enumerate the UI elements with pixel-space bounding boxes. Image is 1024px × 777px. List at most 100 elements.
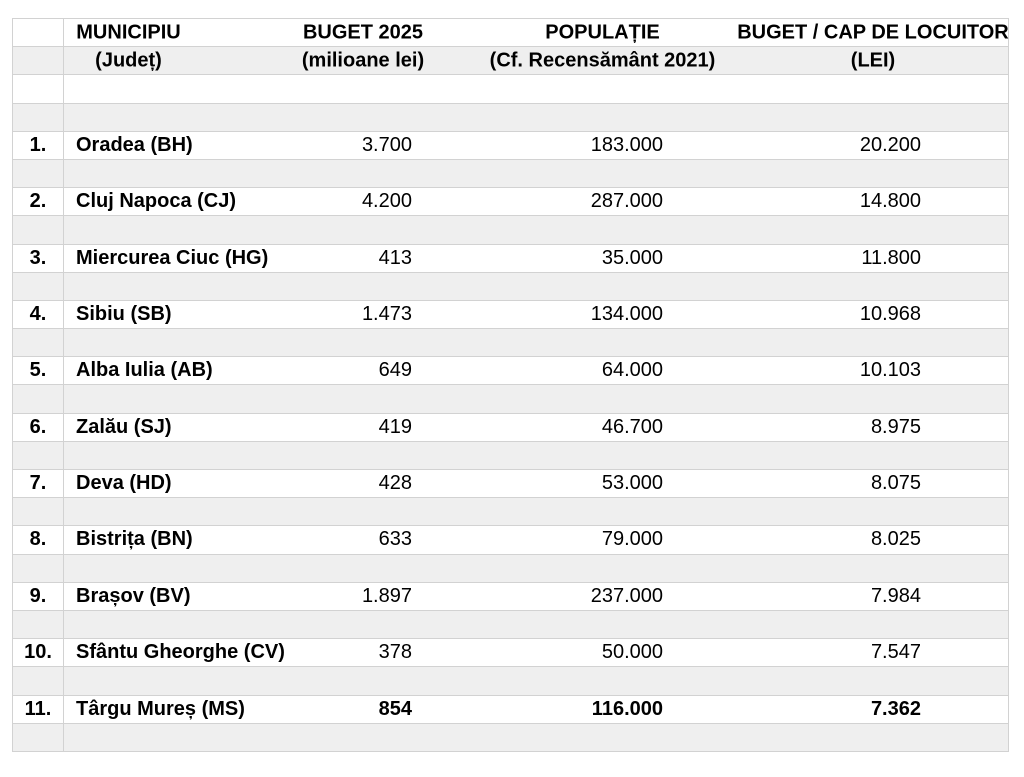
- table-row: 5. Alba Iulia (AB) 649 64.000 10.103: [13, 357, 1008, 386]
- cell-nr: 7.: [13, 470, 64, 498]
- column-subheader-lei: (LEI): [816, 47, 930, 74]
- cell-buget: 4.200: [361, 190, 412, 213]
- cell-per-capita: 7.362: [870, 697, 921, 720]
- cell-per-capita: 7.984: [870, 584, 921, 607]
- column-subheader-recensamant-label: (Cf. Recensământ 2021): [489, 49, 716, 72]
- cell-populatie: 116.000: [591, 697, 663, 720]
- separator-row: [13, 159, 1008, 189]
- table-row: 2. Cluj Napoca (CJ) 4.200 287.000 14.800: [13, 188, 1008, 217]
- table-header-row-1: MUNICIPIU BUGET 2025 POPULAȚIE BUGET / C…: [13, 19, 1009, 48]
- cell-municipiu: Sibiu (SB): [76, 302, 172, 325]
- cell-per-capita: 10.968: [859, 302, 921, 325]
- empty-cell: [13, 667, 64, 695]
- column-subheader-judet-label: (Județ): [95, 49, 162, 72]
- table-row: 6. Zalău (SJ) 419 46.700 8.975: [13, 413, 1008, 442]
- column-header-municipiu: MUNICIPIU: [64, 19, 193, 46]
- column-header-per-capita: BUGET / CAP DE LOCUITOR: [737, 19, 1009, 46]
- cell-nr: 8.: [13, 526, 64, 554]
- cell-nr: 11.: [13, 695, 64, 723]
- column-header-municipiu-label: MUNICIPIU: [76, 21, 181, 44]
- empty-cell: [13, 498, 64, 526]
- separator-row: [13, 329, 1008, 358]
- cell-per-capita: 8.075: [870, 472, 921, 495]
- cell-populatie: 79.000: [601, 528, 663, 551]
- cell-municipiu: Cluj Napoca (CJ): [76, 190, 237, 213]
- cell-populatie: 134.000: [590, 302, 663, 325]
- separator-row: [13, 272, 1008, 301]
- column-header-buget: BUGET 2025: [303, 19, 423, 46]
- cell-municipiu: Brașov (BV): [76, 584, 191, 607]
- cell-per-capita: 8.975: [870, 415, 921, 438]
- cell-municipiu: Bistrița (BN): [76, 528, 193, 551]
- separator-row: [13, 610, 1008, 640]
- separator-row: [13, 723, 1008, 752]
- empty-row: [13, 75, 1008, 104]
- separator-row: [13, 103, 1008, 132]
- empty-cell: [13, 610, 64, 639]
- cell-nr: 5.: [13, 357, 64, 385]
- cell-municipiu: Alba Iulia (AB): [76, 359, 213, 382]
- column-subheader-lei-label: (LEI): [850, 49, 896, 72]
- header-cell-nr: [13, 19, 64, 47]
- cell-nr: 9.: [13, 582, 64, 610]
- table-row: 3. Miercurea Ciuc (HG) 413 35.000 11.800: [13, 244, 1008, 273]
- cell-municipiu: Târgu Mureș (MS): [76, 697, 245, 720]
- empty-cell: [13, 103, 64, 131]
- cell-buget: 633: [378, 528, 412, 551]
- table-row: 8. Bistrița (BN) 633 79.000 8.025: [13, 526, 1008, 555]
- cell-buget: 649: [378, 359, 412, 382]
- column-subheader-milioane-lei: (milioane lei): [301, 47, 425, 74]
- cell-per-capita: 7.547: [870, 641, 921, 664]
- table-header-row-2: (Județ) (milioane lei) (Cf. Recensământ …: [13, 47, 1008, 76]
- empty-cell: [13, 329, 64, 357]
- separator-row: [13, 385, 1008, 414]
- empty-cell: [13, 441, 64, 469]
- cell-buget: 3.700: [361, 133, 412, 156]
- table-row: 10. Sfântu Gheorghe (CV) 378 50.000 7.54…: [13, 639, 1008, 668]
- cell-populatie: 35.000: [601, 246, 663, 269]
- cell-buget: 1.897: [361, 584, 412, 607]
- cell-per-capita: 20.200: [859, 133, 921, 156]
- cell-per-capita: 10.103: [859, 359, 921, 382]
- cell-per-capita: 14.800: [859, 190, 921, 213]
- cell-buget: 854: [378, 697, 412, 720]
- empty-cell: [13, 272, 64, 300]
- cell-populatie: 53.000: [601, 472, 663, 495]
- cell-municipiu: Sfântu Gheorghe (CV): [76, 641, 285, 664]
- cell-per-capita: 8.025: [870, 528, 921, 551]
- separator-row: [13, 554, 1008, 583]
- cell-buget: 419: [378, 415, 412, 438]
- cell-nr: 4.: [13, 300, 64, 329]
- empty-cell: [13, 159, 64, 188]
- column-header-populatie: POPULAȚIE: [533, 19, 672, 46]
- cell-nr: 3.: [13, 244, 64, 272]
- cell-nr: 2.: [13, 188, 64, 216]
- table-row: 7. Deva (HD) 428 53.000 8.075: [13, 470, 1008, 499]
- table-row: 11. Târgu Mureș (MS) 854 116.000 7.362: [13, 695, 1008, 724]
- cell-populatie: 237.000: [590, 584, 663, 607]
- empty-cell: [13, 216, 64, 244]
- budget-table: MUNICIPIU BUGET 2025 POPULAȚIE BUGET / C…: [12, 18, 1009, 752]
- column-subheader-judet: (Județ): [64, 47, 193, 74]
- empty-cell: [13, 75, 64, 103]
- column-subheader-milioane-lei-label: (milioane lei): [301, 49, 425, 72]
- column-header-per-capita-label: BUGET / CAP DE LOCUITOR: [737, 21, 1009, 44]
- empty-cell: [13, 554, 64, 582]
- table-row: 4. Sibiu (SB) 1.473 134.000 10.968: [13, 300, 1008, 330]
- cell-nr: 1.: [13, 131, 64, 159]
- cell-populatie: 64.000: [601, 359, 663, 382]
- cell-buget: 428: [378, 472, 412, 495]
- cell-buget: 378: [378, 641, 412, 664]
- empty-cell: [13, 723, 64, 751]
- column-header-populatie-label: POPULAȚIE: [545, 21, 660, 44]
- cell-buget: 413: [378, 246, 412, 269]
- cell-populatie: 287.000: [590, 190, 663, 213]
- cell-municipiu: Miercurea Ciuc (HG): [76, 246, 269, 269]
- separator-row: [13, 498, 1008, 527]
- separator-row: [13, 667, 1008, 696]
- cell-populatie: 183.000: [590, 133, 663, 156]
- table-row: 9. Brașov (BV) 1.897 237.000 7.984: [13, 582, 1008, 611]
- separator-row: [13, 216, 1008, 245]
- cell-municipiu: Zalău (SJ): [76, 415, 172, 438]
- separator-row: [13, 441, 1008, 470]
